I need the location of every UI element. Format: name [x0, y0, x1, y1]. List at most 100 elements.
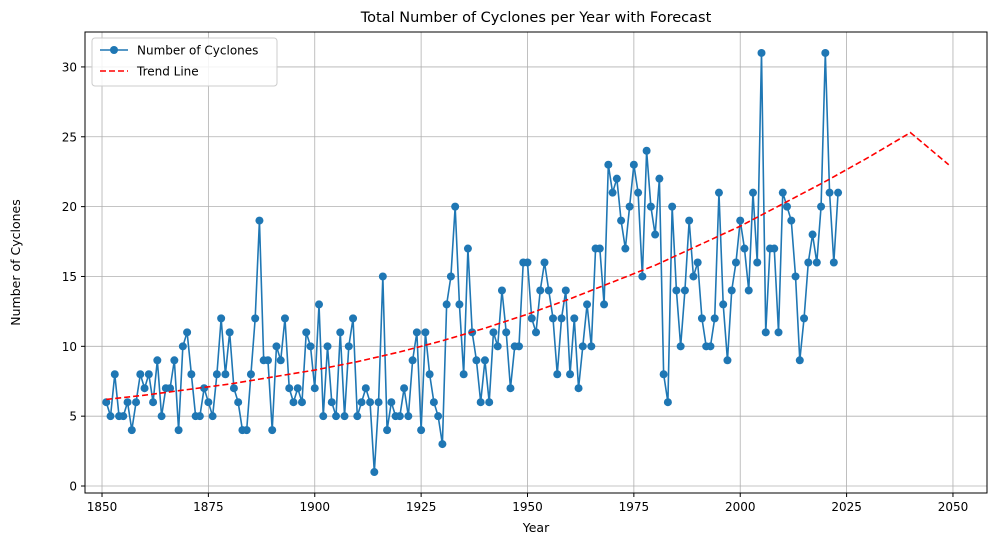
y-tick-label: 10	[62, 340, 77, 354]
data-point	[668, 202, 677, 211]
data-point	[544, 286, 553, 295]
data-point	[463, 244, 472, 253]
x-tick-label: 2025	[831, 500, 862, 514]
data-point	[293, 384, 302, 393]
data-point	[451, 202, 460, 211]
data-point	[485, 398, 494, 407]
data-point	[680, 286, 689, 295]
x-tick-label: 2050	[938, 500, 969, 514]
y-tick-label: 15	[62, 270, 77, 284]
data-point	[178, 342, 187, 351]
data-point	[246, 370, 255, 379]
data-point	[523, 258, 532, 267]
data-point	[136, 370, 145, 379]
data-point	[412, 328, 421, 337]
data-point	[621, 244, 630, 253]
data-point	[714, 188, 723, 197]
data-point	[187, 370, 196, 379]
data-point	[404, 412, 413, 421]
trend-line	[106, 131, 950, 401]
data-point	[370, 468, 379, 477]
data-point	[204, 398, 213, 407]
data-point	[532, 328, 540, 337]
data-point	[336, 328, 345, 337]
data-point	[625, 202, 634, 211]
data-point	[697, 314, 706, 323]
data-point	[102, 398, 111, 407]
data-point	[221, 370, 230, 379]
data-point	[566, 370, 575, 379]
data-point	[783, 202, 792, 211]
x-axis-label: Year	[522, 520, 550, 535]
data-point	[514, 342, 523, 351]
data-point	[497, 286, 506, 295]
data-point	[748, 188, 757, 197]
data-point	[340, 412, 349, 421]
x-tick-label: 1950	[512, 500, 543, 514]
data-point	[417, 426, 426, 435]
data-point	[425, 370, 434, 379]
data-point	[140, 384, 149, 393]
data-point	[693, 258, 702, 267]
data-point	[638, 272, 647, 281]
data-point	[183, 328, 192, 337]
data-point	[446, 272, 455, 281]
y-tick-label: 30	[62, 60, 77, 74]
data-point	[421, 328, 430, 337]
legend-marker	[110, 46, 118, 54]
data-point	[587, 342, 596, 351]
data-point	[685, 216, 694, 225]
data-point	[263, 356, 272, 365]
data-point	[825, 188, 834, 197]
data-point	[395, 412, 404, 421]
data-point	[349, 314, 358, 323]
data-point	[280, 314, 289, 323]
grid	[85, 32, 987, 493]
data-point	[774, 328, 783, 337]
data-point	[132, 398, 141, 407]
legend-label: Number of Cyclones	[137, 44, 258, 58]
data-point	[234, 398, 243, 407]
data-point	[600, 300, 609, 309]
data-point	[493, 342, 502, 351]
data-point	[757, 48, 766, 57]
data-point	[157, 412, 166, 421]
data-point	[817, 202, 826, 211]
data-point	[400, 384, 409, 393]
data-point	[489, 328, 498, 337]
data-point	[332, 412, 341, 421]
data-point	[761, 328, 770, 337]
data-point	[659, 370, 668, 379]
x-tick-label: 1850	[87, 500, 118, 514]
data-point	[429, 398, 438, 407]
data-point	[289, 398, 298, 407]
y-axis-label: Number of Cyclones	[8, 199, 23, 325]
data-point	[574, 384, 583, 393]
x-tick-label: 1975	[619, 500, 650, 514]
y-tick-label: 25	[62, 130, 77, 144]
data-point	[689, 272, 698, 281]
data-point	[731, 258, 740, 267]
data-point	[302, 328, 311, 337]
data-point	[144, 370, 153, 379]
data-point	[604, 160, 613, 169]
series-layer	[102, 48, 950, 477]
data-point	[506, 384, 515, 393]
data-point	[527, 314, 536, 323]
data-point	[459, 370, 468, 379]
data-point	[310, 384, 319, 393]
data-point	[583, 300, 592, 309]
data-point	[323, 342, 332, 351]
data-point	[276, 356, 285, 365]
data-point	[540, 258, 549, 267]
y-axis-ticks: 0 5 10 15 20 25 30	[62, 60, 85, 494]
data-point	[383, 426, 392, 435]
data-point	[123, 398, 132, 407]
data-point	[217, 314, 226, 323]
legend-box	[91, 37, 278, 87]
data-point	[561, 286, 570, 295]
data-point	[242, 426, 251, 435]
data-point	[770, 244, 779, 253]
y-tick-label: 20	[62, 200, 77, 214]
data-point	[149, 398, 158, 407]
